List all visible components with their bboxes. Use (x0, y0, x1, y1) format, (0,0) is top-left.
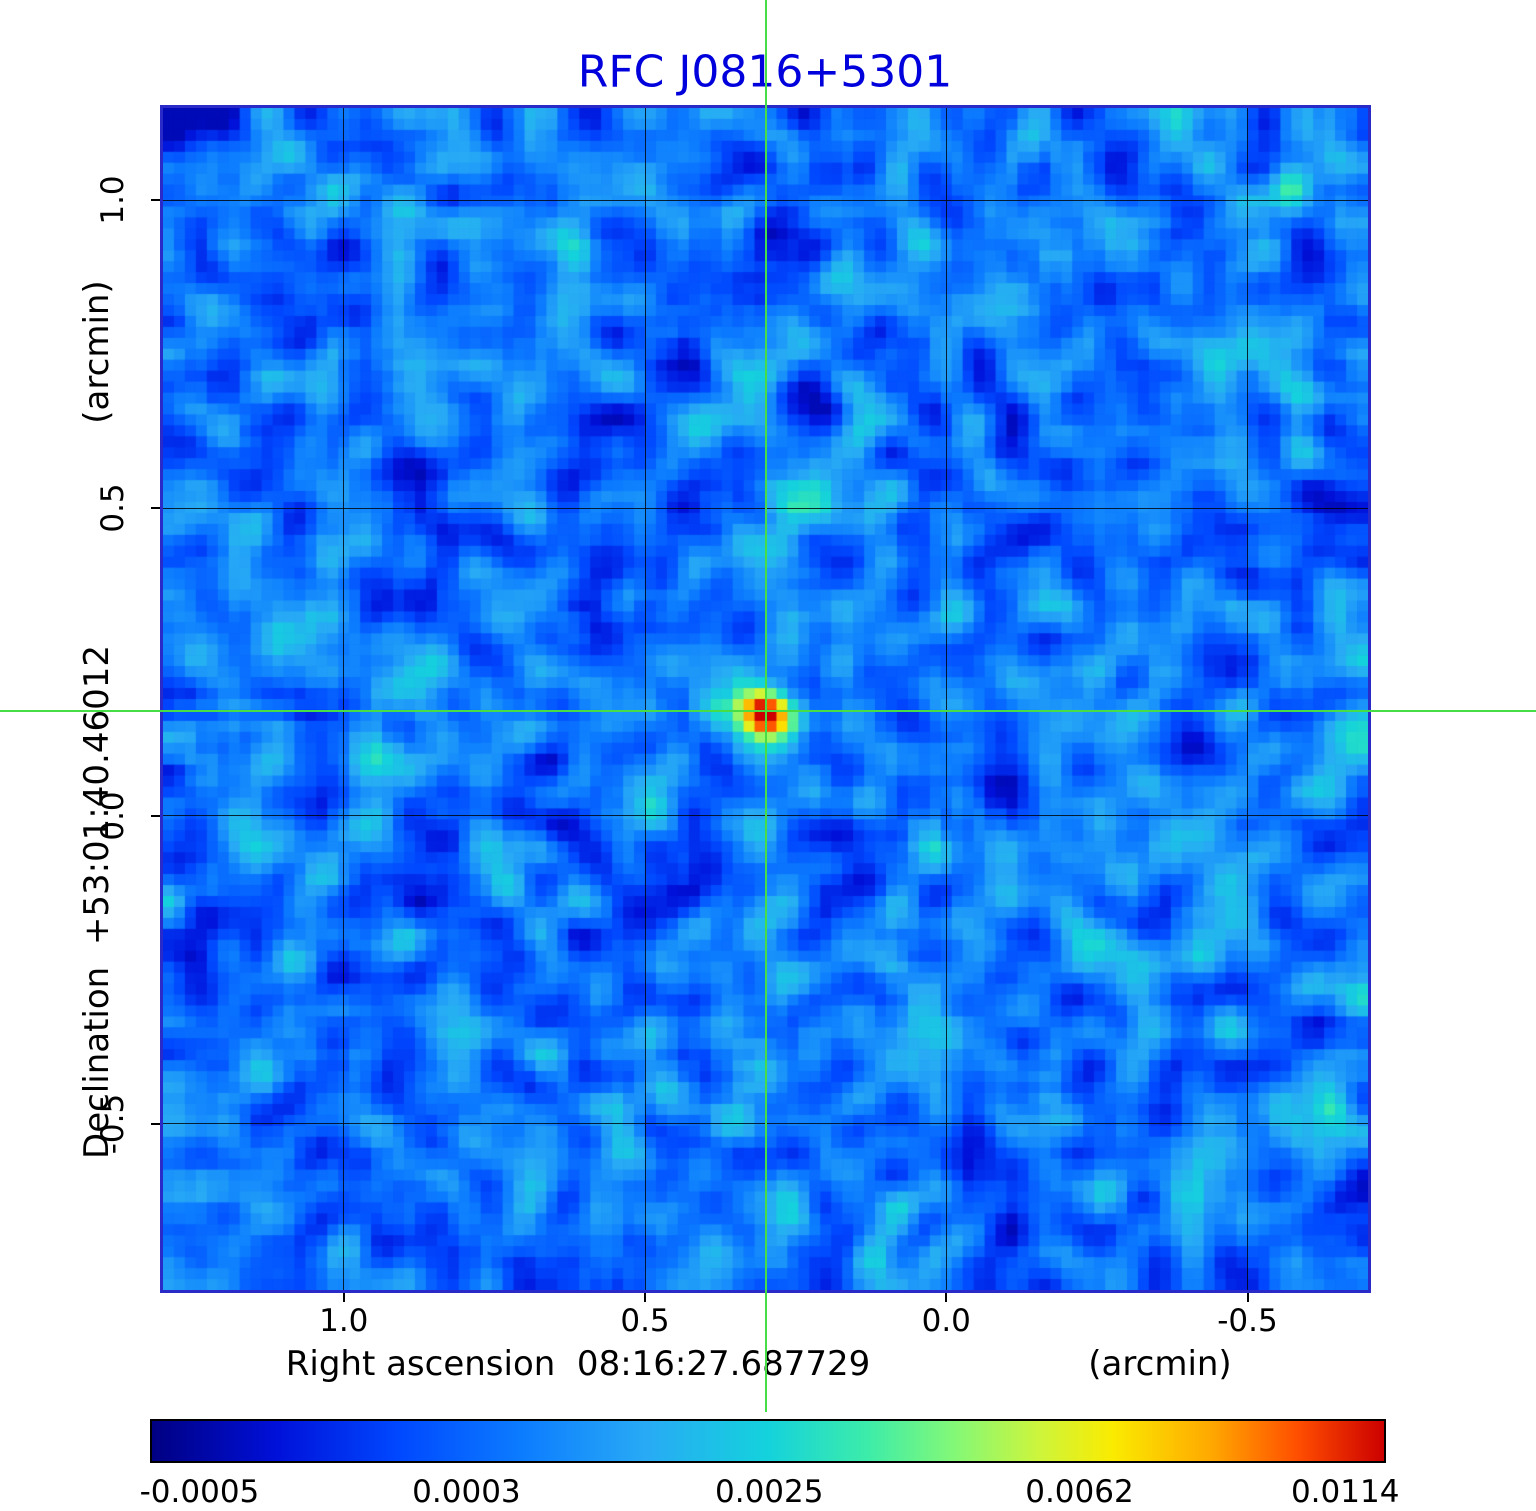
y-tick-mark (151, 507, 160, 510)
y-tick-label: 0.5 (95, 483, 131, 533)
colorbar-tick-label: 0.0062 (1025, 1474, 1134, 1510)
x-tick-label: -0.5 (1217, 1303, 1278, 1339)
colorbar-gradient (150, 1419, 1386, 1463)
figure-title: RFC J0816+5301 (577, 46, 953, 98)
y-tick-mark (151, 814, 160, 817)
x-tick-mark (342, 1293, 345, 1302)
colorbar-tick-label: 0.0003 (412, 1474, 521, 1510)
colorbar-tick-label: 0.0025 (714, 1474, 824, 1510)
x-axis-label-right-ascension: Right ascension 08:16:27.687729 (285, 1344, 871, 1384)
y-axis-unit: (arcmin) (77, 280, 117, 424)
sky-map-plot (160, 105, 1371, 1293)
sky-map-image (163, 108, 1368, 1290)
y-tick-mark (151, 1122, 160, 1125)
x-tick-mark (1246, 1293, 1249, 1302)
x-axis-unit: (arcmin) (1088, 1344, 1232, 1384)
x-tick-mark (945, 1293, 948, 1302)
x-tick-label: 1.0 (319, 1303, 369, 1339)
y-axis-label-declination: Declination +53:01:40.46012 (77, 645, 117, 1159)
y-tick-label: 1.0 (95, 175, 131, 225)
x-tick-mark (644, 1293, 646, 1302)
x-tick-label: 0.5 (620, 1303, 670, 1339)
colorbar-tick-label: -0.0005 (139, 1474, 260, 1510)
colorbar-tick-label: 0.0114 (1290, 1474, 1400, 1510)
x-tick-label: 0.0 (921, 1303, 971, 1339)
y-tick-mark (151, 199, 160, 202)
